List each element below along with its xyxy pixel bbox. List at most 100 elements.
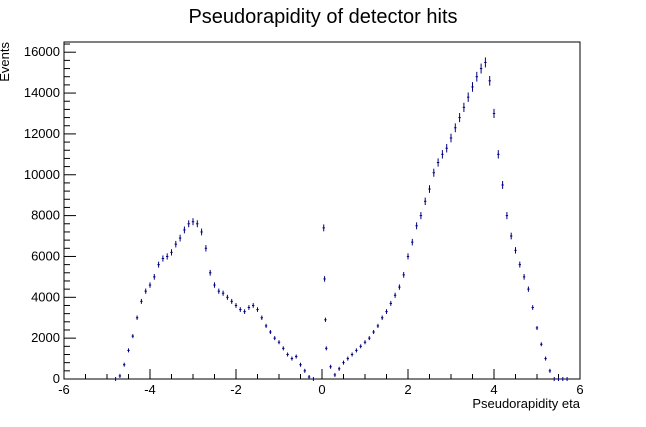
data-point [458,113,461,123]
data-point [312,377,315,381]
data-point [234,303,238,308]
y-tick-label: 10000 [24,167,60,182]
data-point [264,323,268,328]
data-point [170,249,173,256]
data-point [527,286,530,292]
data-point [277,340,281,345]
data-point [462,102,466,112]
data-point [217,288,220,294]
data-point [428,185,431,193]
data-point [260,315,263,320]
data-point [303,368,306,373]
x-tick-label: 6 [576,382,583,397]
data-point [183,226,186,234]
data-point [359,344,362,349]
data-point [221,290,225,296]
data-point [342,360,345,365]
data-point [406,253,410,260]
data-point [467,92,470,102]
data-point [436,158,440,167]
x-tick-label: -4 [144,382,156,397]
data-points [114,57,569,381]
data-point [230,298,233,304]
data-point [411,238,414,246]
data-point [561,377,564,381]
data-point [299,362,302,367]
y-tick-label: 4000 [31,289,60,304]
y-tick-label: 6000 [31,248,60,263]
data-point [256,307,259,312]
data-point [398,284,401,290]
data-point [200,228,203,236]
data-point [492,108,496,119]
data-point [135,315,139,320]
data-point [449,133,453,143]
data-point [140,298,143,304]
data-point [432,168,435,177]
data-point [505,212,509,220]
data-point [522,274,526,280]
x-tick-label: 0 [318,382,325,397]
data-point [454,123,457,133]
data-point [368,336,371,341]
data-point [174,240,177,248]
data-point [548,368,552,373]
x-tick-label: 4 [490,382,497,397]
data-point [114,377,117,381]
data-point [333,372,337,377]
data-point [402,271,405,278]
data-point [252,303,255,308]
data-point [187,220,190,228]
data-point [243,309,246,314]
data-point [148,282,152,288]
data-point [286,352,289,357]
x-axis: -6 -4 -2 0 2 4 6 [58,369,584,397]
data-point [290,356,294,361]
data-point [247,305,251,310]
y-tick-label: 14000 [24,85,60,100]
data-point [441,150,444,159]
data-point [419,212,423,220]
data-point [381,315,384,320]
data-point [557,377,560,381]
data-point [471,82,474,92]
data-point [322,224,325,232]
data-point [161,255,165,262]
data-point [295,354,298,359]
data-point [376,323,380,328]
data-point [415,222,418,230]
data-point [501,181,504,189]
y-tick-label: 12000 [24,126,60,141]
data-point [553,377,556,381]
x-axis-label: Pseudorapidity eta [472,396,580,411]
data-point [157,261,160,268]
y-tick-label: 2000 [31,330,60,345]
data-point [385,309,388,314]
data-point [350,352,354,357]
data-point [565,377,569,381]
y-tick-label: 16000 [24,44,60,59]
data-point [363,340,367,345]
data-point [544,356,547,361]
data-point [166,253,169,260]
data-point [178,234,182,242]
data-point [239,307,242,312]
x-tick-label: 2 [404,382,411,397]
data-point [540,342,543,347]
data-point [226,294,229,300]
data-point [372,330,375,335]
data-point [355,348,358,353]
data-point [282,346,285,351]
data-point [273,336,276,341]
data-point [269,330,272,335]
x-tick-label: -2 [230,382,242,397]
data-point [393,292,397,298]
data-point [324,317,327,322]
data-point [325,346,328,351]
data-point [338,366,341,371]
data-point [204,245,208,252]
y-tick-label: 8000 [31,208,60,223]
data-point [144,288,147,294]
data-point [123,362,126,367]
